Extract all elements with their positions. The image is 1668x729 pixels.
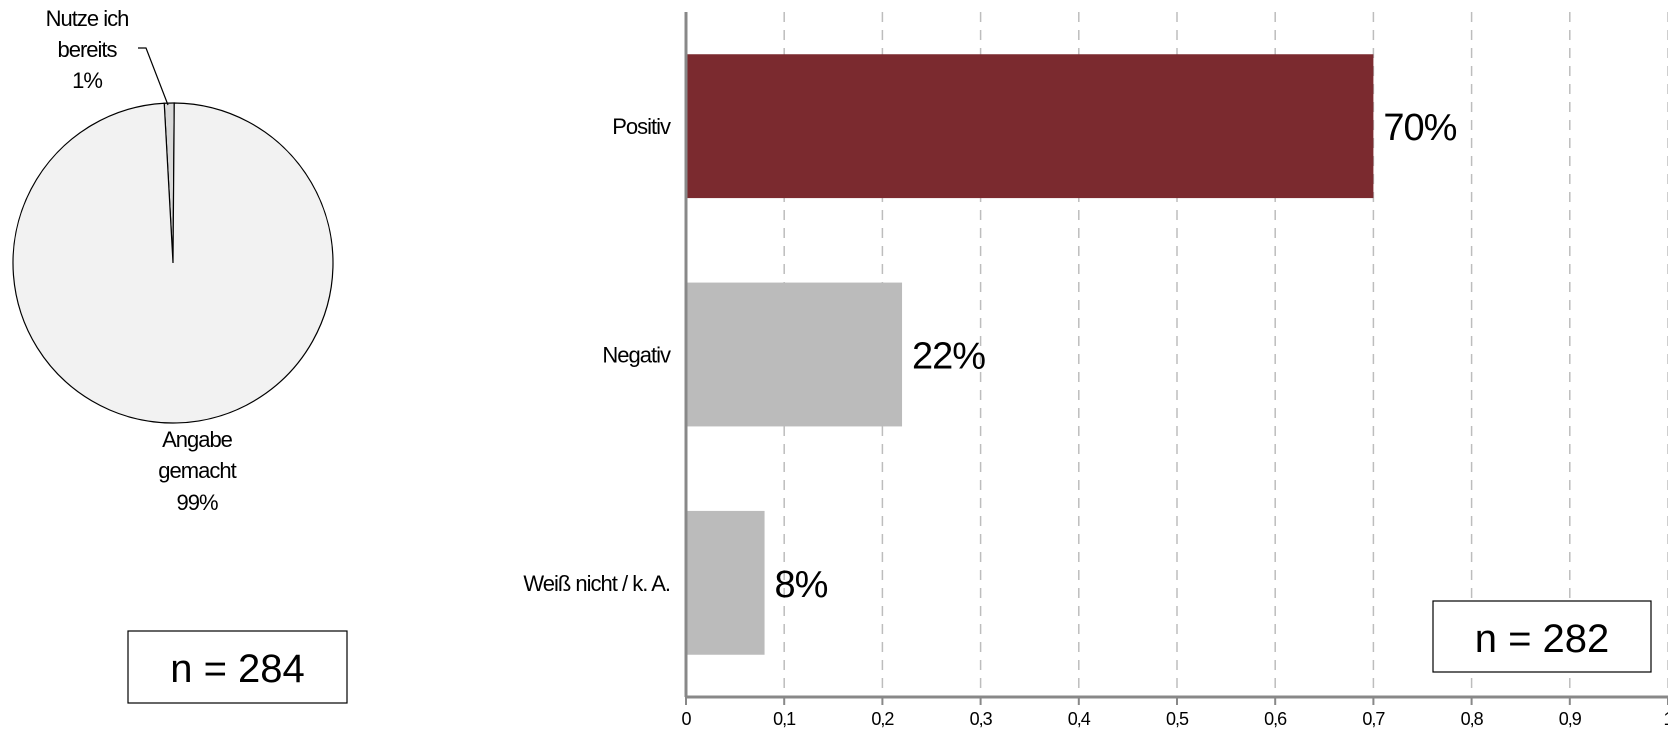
pie-label-line: gemacht: [158, 458, 236, 483]
data-label: 70%: [1383, 107, 1456, 149]
x-tick-label: 0,8: [1461, 709, 1484, 729]
pie-slice: [12, 102, 334, 424]
x-tick-label: 0,4: [1068, 709, 1091, 729]
pie-leader-line: [138, 47, 169, 106]
pie-label-line: bereits: [57, 37, 117, 62]
x-tick-label: 0,7: [1362, 709, 1385, 729]
data-label: 22%: [912, 336, 985, 378]
bar: [687, 54, 1374, 199]
pie-chart: [12, 102, 334, 424]
category-label: Positiv: [612, 114, 671, 139]
bar-chart: Positiv 70% Negativ 22% Weiß nicht / k. A. 8%: [523, 54, 1458, 655]
x-tick-label: 0,2: [871, 709, 894, 729]
category-label: Negativ: [602, 343, 671, 368]
category-label: Weiß nicht / k. A.: [523, 571, 670, 596]
pie-label-percent: 1%: [72, 68, 102, 93]
x-tick-label: 0: [681, 709, 691, 729]
bar: [687, 282, 903, 427]
pie-label-line: Angabe: [162, 427, 233, 452]
data-label: 8%: [775, 564, 828, 606]
pie-label-line: Nutze ich: [46, 6, 129, 31]
sample-size-box: [127, 630, 348, 704]
pie-label-percent: 99%: [176, 490, 217, 515]
x-tick-label: 0,3: [970, 709, 993, 729]
sample-size-label: n = 284: [170, 647, 305, 691]
sample-size-label: n = 282: [1475, 617, 1610, 661]
sample-size-box: [1432, 600, 1652, 673]
x-tick-label: 0,6: [1264, 709, 1287, 729]
x-tick-label: 0,1: [773, 709, 796, 729]
x-tick-label: 0,5: [1166, 709, 1189, 729]
x-tick-label: 0,9: [1559, 709, 1582, 729]
x-axis-ticks: 0 0,1 0,2 0,3 0,4 0,5 0,6 0,7 0,8 0,9 1: [681, 12, 1668, 729]
x-tick-label: 1: [1663, 709, 1668, 729]
bar: [687, 510, 765, 655]
